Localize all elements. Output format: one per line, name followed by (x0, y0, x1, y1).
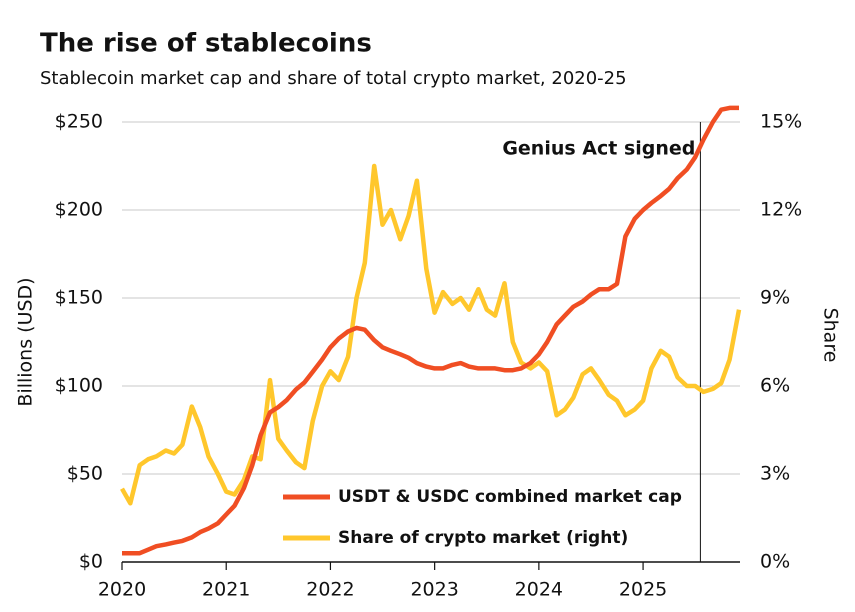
x-tick-label: 2024 (515, 579, 563, 601)
legend-label: USDT & USDC combined market cap (338, 487, 682, 507)
chart-subtitle: Stablecoin market cap and share of total… (40, 68, 627, 89)
x-tick-label: 2023 (410, 579, 458, 601)
y-axis-label: Billions (USD) (15, 277, 37, 406)
y2-axis-label: Share (820, 308, 842, 363)
y2-tick-label: 0% (760, 551, 790, 573)
y-tick-label: $250 (55, 111, 103, 133)
y-tick-label: $150 (55, 287, 103, 309)
x-tick-label: 2022 (306, 579, 354, 601)
y2-tick-label: 9% (760, 287, 790, 309)
chart-title: The rise of stablecoins (40, 29, 372, 59)
y-tick-label: $100 (55, 375, 103, 397)
series-line (120, 163, 742, 506)
annotation-text: Genius Act signed (502, 138, 695, 160)
y-tick-label: $50 (67, 463, 103, 485)
x-tick-label: 2021 (202, 579, 250, 601)
x-tick-label: 2020 (98, 579, 146, 601)
y2-tick-label: 15% (760, 111, 802, 133)
y2-tick-label: 6% (760, 375, 790, 397)
series-line (122, 105, 739, 556)
x-tick-label: 2025 (619, 579, 667, 601)
y2-tick-label: 12% (760, 199, 802, 221)
y2-tick-label: 3% (760, 463, 790, 485)
legend-label: Share of crypto market (right) (338, 528, 628, 548)
y-tick-label: $0 (79, 551, 103, 573)
y-tick-label: $200 (55, 199, 103, 221)
